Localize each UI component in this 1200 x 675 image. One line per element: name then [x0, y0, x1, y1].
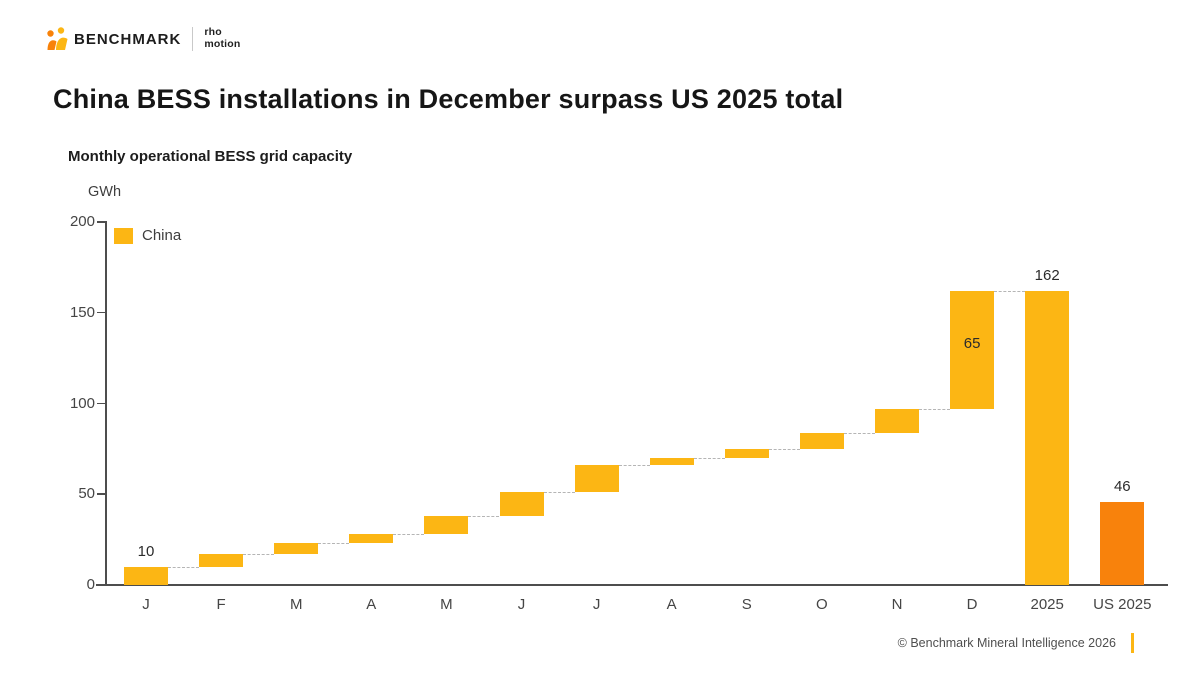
waterfall-connector — [768, 448, 800, 450]
chart-subtitle: Monthly operational BESS grid capacity — [68, 148, 353, 165]
x-tick-label: J — [592, 596, 601, 613]
x-tick-label: O — [816, 596, 828, 613]
bar-n — [875, 408, 919, 433]
bar-j — [499, 492, 544, 517]
benchmark-people-icon — [45, 26, 70, 52]
x-tick-label: 2025 — [1030, 596, 1064, 613]
x-tick-label: J — [142, 596, 150, 613]
y-tick-label: 0 — [86, 576, 95, 593]
header-logo: BENCHMARK rho motion — [45, 25, 241, 53]
y-axis-unit-label: GWh — [88, 184, 122, 200]
waterfall-connector — [468, 516, 500, 518]
x-tick-label: D — [966, 596, 978, 613]
logo-divider — [192, 27, 194, 51]
bar-a — [649, 457, 694, 466]
legend: China — [114, 227, 181, 244]
bar-f — [199, 554, 244, 567]
y-tick-label: 100 — [69, 394, 95, 412]
bar-m — [424, 516, 469, 535]
waterfall-connector — [618, 465, 650, 467]
y-tick-label: 150 — [69, 303, 95, 321]
footer-accent-bar — [1131, 633, 1134, 653]
waterfall-connector — [243, 554, 275, 556]
y-tick-label: 50 — [78, 485, 95, 503]
page-title: China BESS installations in December sur… — [53, 84, 844, 114]
bar-j — [124, 566, 168, 585]
copyright-text: © Benchmark Mineral Intelligence 2026 — [897, 636, 1116, 650]
bar-o — [799, 432, 844, 449]
bar-d — [950, 290, 995, 409]
x-tick-label: N — [891, 596, 903, 613]
bar-m — [274, 543, 319, 555]
x-axis-line — [96, 584, 1168, 586]
partner-line2: motion — [204, 38, 241, 50]
y-tick-mark — [97, 493, 105, 495]
bar-s — [724, 448, 769, 458]
waterfall-connector — [843, 432, 875, 434]
data-label: 46 — [1113, 477, 1131, 495]
x-tick-label: A — [366, 596, 377, 613]
waterfall-connector — [318, 543, 350, 545]
legend-swatch-china — [114, 227, 133, 244]
legend-label-china: China — [142, 227, 182, 244]
x-tick-label: J — [517, 596, 526, 613]
y-tick-mark — [97, 402, 105, 404]
y-tick-label: 200 — [69, 213, 95, 230]
bar-a — [349, 534, 394, 544]
x-tick-label: M — [289, 596, 303, 613]
y-axis-line — [105, 221, 107, 585]
y-tick-mark — [97, 311, 105, 314]
footer: © Benchmark Mineral Intelligence 2026 — [898, 633, 1134, 653]
data-label: 10 — [137, 542, 155, 560]
x-tick-label: A — [666, 596, 677, 613]
bar-us-2025 — [1100, 501, 1145, 585]
x-tick-label: US 2025 — [1093, 596, 1152, 613]
waterfall-connector — [393, 534, 425, 536]
brand-name: BENCHMARK — [74, 30, 182, 48]
x-tick-label: F — [216, 596, 226, 613]
x-tick-label: S — [741, 596, 752, 613]
bar-j — [574, 465, 619, 493]
data-label: 162 — [1034, 266, 1060, 284]
waterfall-connector — [693, 457, 725, 459]
partner-line1: rho — [204, 26, 222, 39]
data-label: 65 — [963, 334, 981, 352]
bar-2025 — [1025, 290, 1070, 585]
waterfall-connector — [168, 566, 200, 568]
y-tick-mark — [97, 221, 105, 223]
waterfall-connector — [994, 290, 1026, 292]
waterfall-connector — [543, 492, 575, 494]
partner-logo: rho motion — [204, 27, 240, 50]
waterfall-connector — [919, 408, 951, 410]
x-tick-label: M — [440, 596, 453, 613]
